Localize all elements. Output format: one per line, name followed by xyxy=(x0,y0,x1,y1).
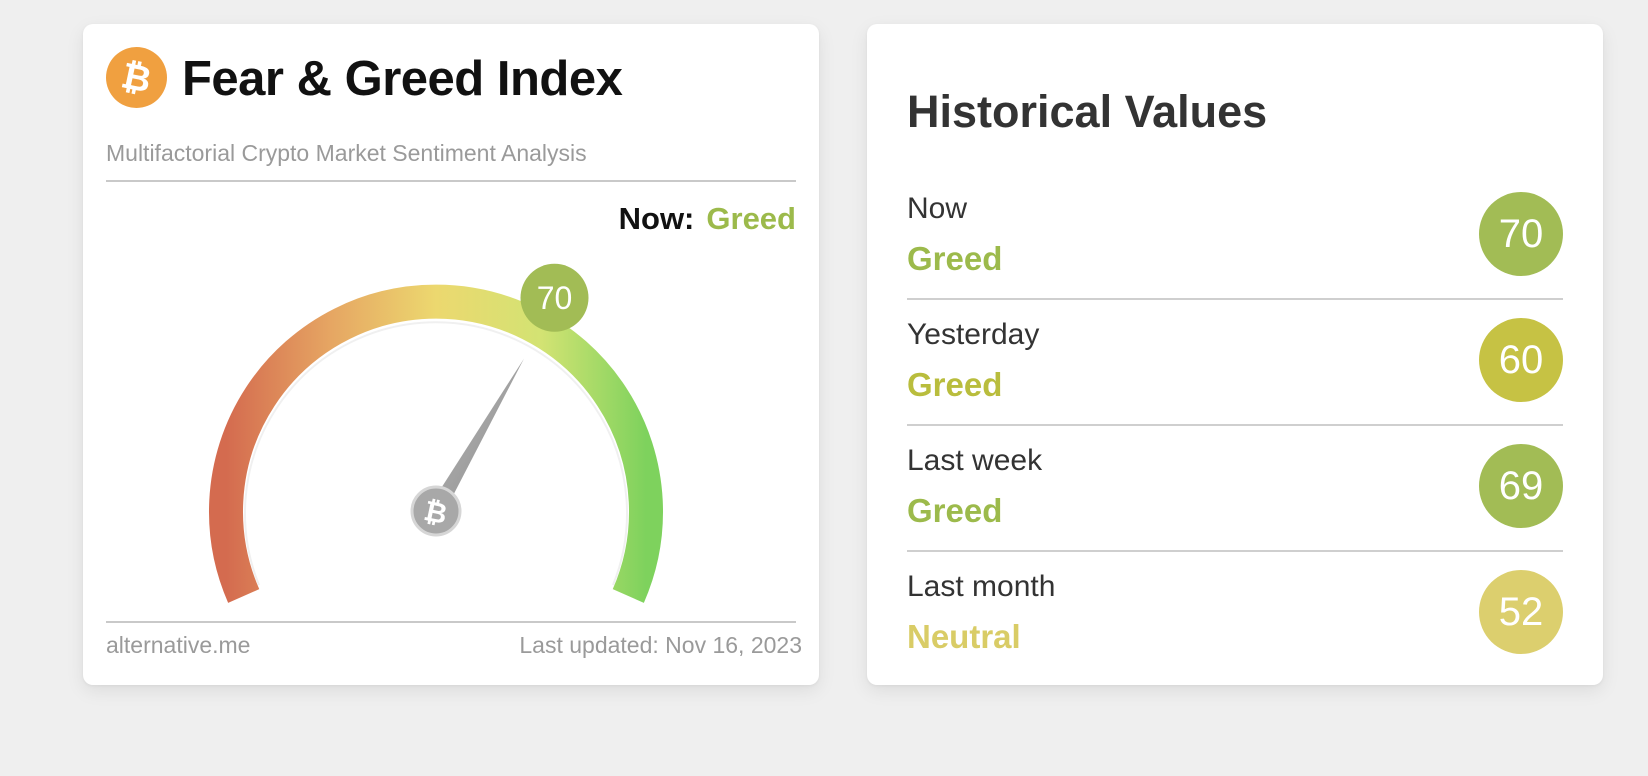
classification-label: Greed xyxy=(907,492,1003,529)
gauge-arc xyxy=(209,284,663,603)
historical-row-yesterday: Yesterday Greed 60 xyxy=(907,300,1563,426)
period-label: Now xyxy=(907,192,968,225)
period-label: Last month xyxy=(907,570,1056,603)
historical-row-last-week: Last week Greed 69 xyxy=(907,426,1563,552)
classification-label: Neutral xyxy=(907,618,1021,655)
value-badge: 60 xyxy=(1479,318,1563,402)
bitcoin-logo-icon: ₿ xyxy=(106,47,167,108)
footer-divider xyxy=(106,621,796,623)
value-badge: 52 xyxy=(1479,570,1563,654)
historical-title: Historical Values xyxy=(907,86,1268,137)
gauge-value-bubble: 70 xyxy=(520,263,589,332)
gauge-arc-inner-shadow xyxy=(244,321,628,586)
period-label: Last week xyxy=(907,444,1043,477)
fear-greed-card: ₿ Fear & Greed Index Multifactorial Cryp… xyxy=(83,24,819,685)
historical-row-last-month: Last month Neutral 52 xyxy=(907,552,1563,676)
gauge-value-text: 70 xyxy=(537,280,573,316)
gauge-hub: ₿ xyxy=(410,485,462,537)
now-classification: Greed xyxy=(706,201,796,236)
page-subtitle: Multifactorial Crypto Market Sentiment A… xyxy=(106,140,587,166)
historical-row-now: Now Greed 70 xyxy=(907,174,1563,300)
gauge-needle xyxy=(429,358,524,515)
page-title: Fear & Greed Index xyxy=(182,52,623,106)
classification-label: Greed xyxy=(907,366,1003,403)
fear-greed-gauge: ₿ 70 xyxy=(209,263,663,603)
now-status: Now: Greed xyxy=(619,201,796,237)
source-link[interactable]: alternative.me xyxy=(106,632,251,658)
value-badge: 69 xyxy=(1479,444,1563,528)
last-updated: Last updated: Nov 16, 2023 xyxy=(519,632,802,658)
value-badge: 70 xyxy=(1479,192,1563,276)
historical-list: Now Greed 70 Yesterday Greed 60 Last wee… xyxy=(907,174,1563,676)
now-label: Now: xyxy=(618,201,695,236)
period-label: Yesterday xyxy=(907,318,1040,351)
classification-label: Greed xyxy=(907,240,1003,277)
svg-text:₿: ₿ xyxy=(118,55,155,101)
historical-values-card: Historical Values Now Greed 70 Yesterday… xyxy=(867,24,1603,685)
fear-greed-header: ₿ Fear & Greed Index Multifactorial Cryp… xyxy=(106,47,796,182)
